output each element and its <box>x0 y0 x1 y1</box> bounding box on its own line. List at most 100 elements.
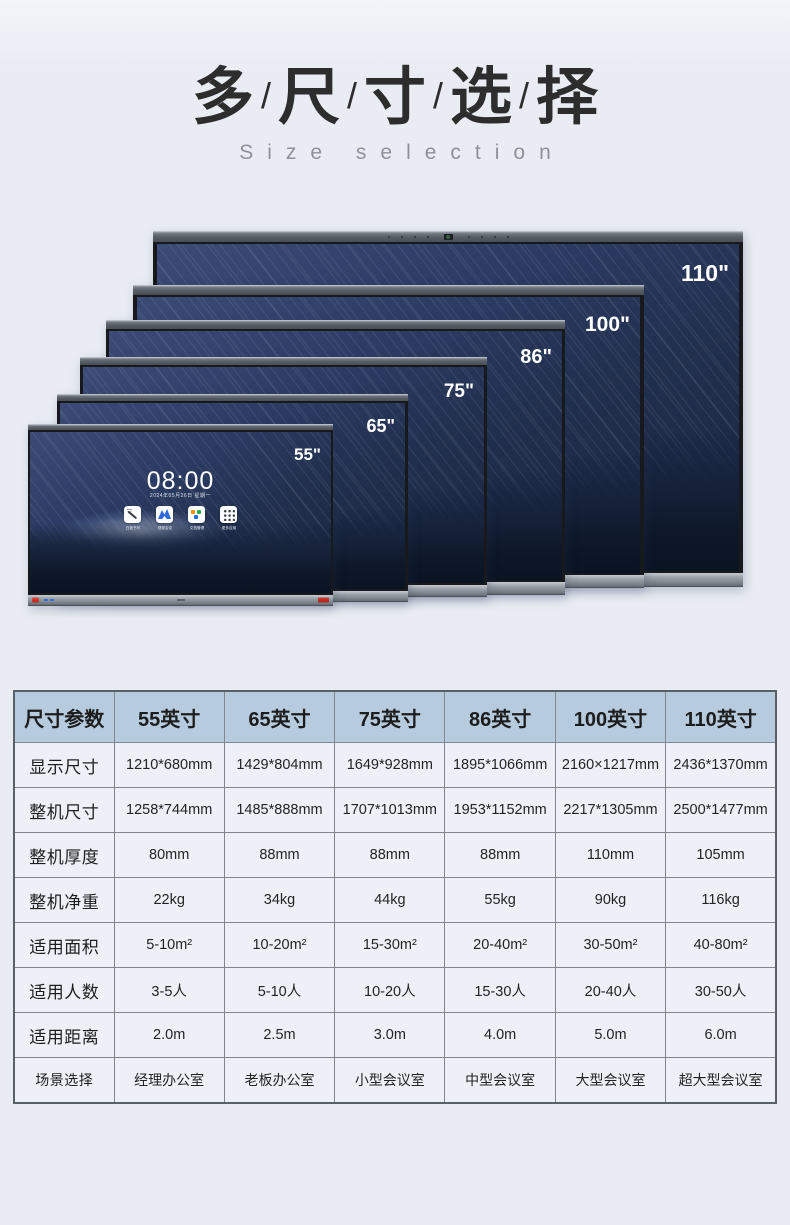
camera-icon <box>443 234 453 240</box>
spec-cell: 1649*928mm <box>334 742 446 788</box>
spec-cell: 34kg <box>223 877 336 923</box>
spec-row-label: 整机净重 <box>13 877 115 923</box>
home-button <box>176 599 185 601</box>
spec-col-header: 100英寸 <box>554 690 667 743</box>
spec-cell: 1258*744mm <box>113 787 225 833</box>
spec-cell: 55kg <box>444 877 556 923</box>
files-icon <box>188 506 205 524</box>
screen-55: 55" 08:00 2024年05月26日 星期一白板书写 视频会议 文档管理 更多应用 <box>30 432 331 593</box>
spec-col-header: 65英寸 <box>223 690 336 743</box>
spec-cell: 5-10m² <box>113 922 225 968</box>
size-label-110: 110" <box>680 260 729 286</box>
spec-cell: 105mm <box>665 832 777 878</box>
spec-cell: 5.0m <box>554 1012 667 1058</box>
spec-cell: 110mm <box>554 832 667 878</box>
app-files: 文档管理 <box>186 506 207 531</box>
mic-dot <box>426 236 429 238</box>
spec-row: 整机尺寸 1258*744mm 1485*888mm 1707*1013mm 1953*… <box>13 787 777 833</box>
top-bezel <box>133 285 644 295</box>
title-char: 多 <box>191 63 254 132</box>
app-label: 视频会议 <box>157 525 172 530</box>
spec-cell: 2.0m <box>113 1012 225 1058</box>
spec-cell: 中型会议室 <box>444 1057 556 1104</box>
app-label: 文档管理 <box>189 525 204 530</box>
spec-row-label: 整机尺寸 <box>13 787 115 833</box>
top-bezel <box>80 357 487 365</box>
spec-table-wrap: 尺寸参数 55英寸 65英寸 75英寸 86英寸 100英寸 110英寸 显示尺寸 1210*… <box>13 690 777 1104</box>
spec-cell: 88mm <box>223 832 336 878</box>
spec-cell: 1953*1152mm <box>444 787 556 833</box>
home-screen-overlay: 08:00 2024年05月26日 星期一白板书写 视频会议 文档管理 更多应用 <box>30 432 331 593</box>
spec-cell: 3-5人 <box>113 967 225 1013</box>
spec-row: 适用面积 5-10m² 10-20m² 15-30m² 20-40m² 30-50m² 40… <box>13 922 777 968</box>
brand-logo <box>32 597 39 603</box>
size-label-100: 100" <box>585 313 630 336</box>
date-text: 2024年05月26日 星期一 <box>149 493 212 500</box>
spec-cell: 小型会议室 <box>334 1057 446 1104</box>
top-bezel <box>57 394 408 401</box>
mic-dot <box>400 236 403 238</box>
whiteboard-icon <box>124 506 141 524</box>
spec-row: 适用距离 2.0m 2.5m 3.0m 4.0m 5.0m 6.0m <box>13 1012 777 1058</box>
size-label-55: 55" <box>294 445 321 464</box>
spec-row: 整机净重 22kg 34kg 44kg 55kg 90kg 116kg <box>13 877 777 923</box>
spec-row: 显示尺寸 1210*680mm 1429*804mm 1649*928mm 1895*1… <box>13 742 777 788</box>
page-subtitle: Size selection <box>239 141 565 165</box>
size-label-86: 86" <box>520 346 552 368</box>
title-char: 寸 <box>363 63 426 132</box>
spec-cell: 10-20m² <box>223 922 336 968</box>
mic-dot <box>493 236 496 238</box>
spec-cell: 22kg <box>113 877 225 923</box>
mic-dot <box>387 236 390 238</box>
spec-cell: 2160×1217mm <box>554 742 667 788</box>
spec-row: 适用人数 3-5人 5-10人 10-20人 15-30人 20-40人 30-50人 <box>13 967 777 1013</box>
app-more-apps: 更多应用 <box>218 506 239 531</box>
title-separator: / <box>519 74 530 116</box>
port-indicator <box>50 599 54 601</box>
spec-row-label: 适用人数 <box>13 967 115 1013</box>
spec-col-header: 86英寸 <box>444 690 556 743</box>
spec-cell: 40-80m² <box>665 922 777 968</box>
spec-cell: 88mm <box>444 832 556 878</box>
page-title: 多 / 尺 / 寸 / 选 / 择 <box>0 62 790 133</box>
spec-col-header: 110英寸 <box>665 690 777 743</box>
title-block: 多 / 尺 / 寸 / 选 / 择 Size selection <box>0 0 790 165</box>
mic-dot <box>413 236 416 238</box>
title-separator: / <box>346 74 357 116</box>
spec-cell: 超大型会议室 <box>665 1057 777 1104</box>
spec-cell: 1895*1066mm <box>444 742 556 788</box>
title-separator: / <box>433 74 444 116</box>
size-label-65: 65" <box>366 416 395 436</box>
spec-cell: 20-40人 <box>554 967 667 1013</box>
mic-dot <box>467 236 470 238</box>
spec-cell: 80mm <box>113 832 225 878</box>
mic-dot <box>480 236 483 238</box>
spec-row-label: 显示尺寸 <box>13 742 115 788</box>
spec-cell: 4.0m <box>444 1012 556 1058</box>
spec-cell: 15-30人 <box>444 967 556 1013</box>
spec-cell: 44kg <box>334 877 446 923</box>
meeting-icon <box>156 506 173 524</box>
spec-row-label: 适用距离 <box>13 1012 115 1058</box>
app-whiteboard: 白板书写 <box>122 506 143 531</box>
spec-cell: 2217*1305mm <box>554 787 667 833</box>
title-separator: / <box>260 74 271 116</box>
spec-cell: 2500*1477mm <box>665 787 777 833</box>
monitor-55: 55" 08:00 2024年05月26日 星期一白板书写 视频会议 文档管理 更多应用 <box>28 424 333 606</box>
spec-header-row: 尺寸参数 55英寸 65英寸 75英寸 86英寸 100英寸 110英寸 <box>13 690 777 743</box>
spec-cell: 2436*1370mm <box>665 742 777 788</box>
spec-cell: 20-40m² <box>444 922 556 968</box>
clock: 08:00 <box>146 467 215 496</box>
app-dock: 白板书写 视频会议 文档管理 更多应用 <box>30 506 331 531</box>
bottom-bezel <box>28 595 333 606</box>
spec-cell: 116kg <box>665 877 777 923</box>
spec-cell: 90kg <box>554 877 667 923</box>
spec-cell: 老板办公室 <box>223 1057 336 1104</box>
spec-row: 场景选择 经理办公室 老板办公室 小型会议室 中型会议室 大型会议室 超大型会议室 <box>13 1057 777 1104</box>
spec-cell: 1429*804mm <box>223 742 336 788</box>
spec-cell: 5-10人 <box>223 967 336 1013</box>
spec-cell: 30-50m² <box>554 922 667 968</box>
app-label: 白板书写 <box>125 525 140 530</box>
spec-col-header: 55英寸 <box>113 690 225 743</box>
mic-dot <box>506 236 509 238</box>
